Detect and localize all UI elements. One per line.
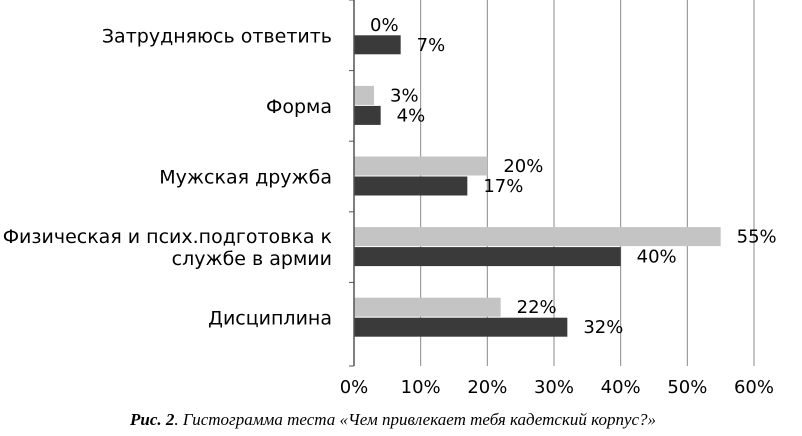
bar [354, 247, 621, 267]
bar [354, 85, 374, 105]
x-tick-label: 20% [467, 377, 507, 398]
x-tick-label: 50% [667, 377, 707, 398]
x-tick-label: 0% [340, 377, 369, 398]
bar [354, 317, 568, 337]
bar [354, 35, 401, 55]
bar [354, 105, 381, 125]
x-tick-label: 30% [534, 377, 574, 398]
data-label: 17% [483, 176, 523, 197]
bar [354, 176, 468, 196]
bar [354, 297, 501, 317]
caption-text: . Гистограмма теста «Чем привлекает тебя… [174, 410, 657, 429]
figure-caption: Рис. 2. Гистограмма теста «Чем привлекае… [0, 410, 802, 430]
x-tick-label: 40% [601, 377, 641, 398]
bar [354, 156, 488, 176]
data-label: 4% [397, 105, 426, 126]
data-label: 7% [417, 35, 446, 56]
category-label: Затрудняюсь ответить [102, 25, 332, 47]
data-label: 3% [390, 85, 419, 106]
data-label: 22% [517, 297, 557, 318]
data-label: 55% [737, 227, 777, 248]
x-tick-label: 10% [401, 377, 441, 398]
category-label: Дисциплина [208, 308, 332, 330]
category-label: Мужская дружба [159, 167, 332, 189]
bar [354, 227, 721, 247]
data-label: 40% [637, 247, 677, 268]
category-label: Физическая и псих.подготовка к службе в а… [3, 226, 332, 270]
data-label: 32% [583, 317, 623, 338]
bar-chart: 0%7%Затрудняюсь ответить3%4%Форма20%17%М… [3, 0, 777, 398]
x-tick-label: 60% [734, 377, 774, 398]
data-label: 0% [370, 15, 399, 36]
caption-prefix: Рис. 2 [130, 410, 175, 429]
data-label: 20% [503, 156, 543, 177]
category-label: Форма [266, 96, 332, 118]
